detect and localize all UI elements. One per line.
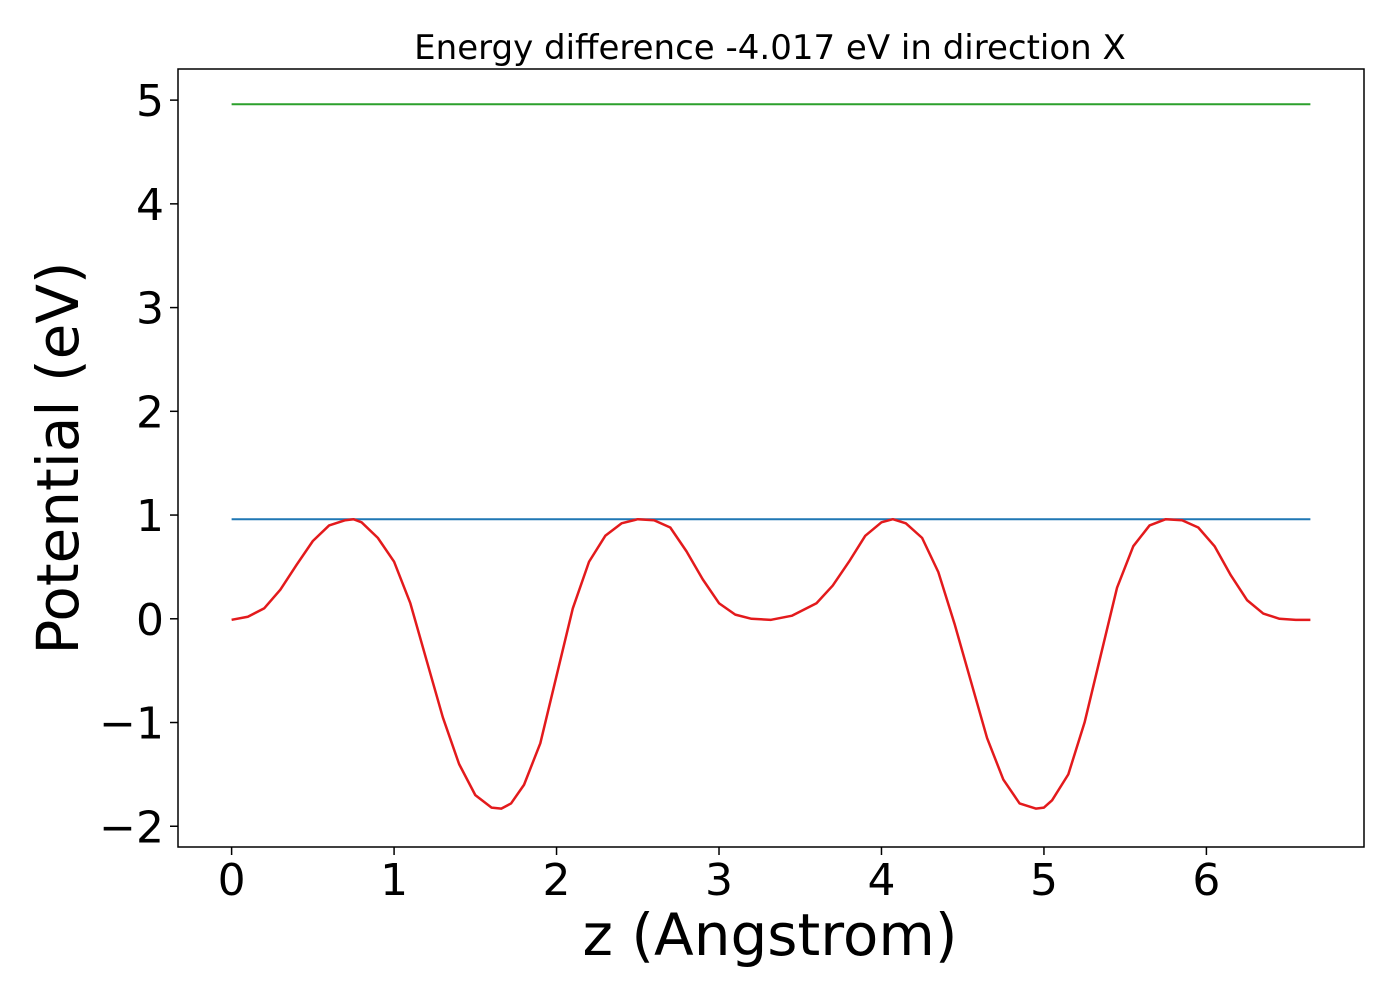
series-line-3: [231, 517, 1311, 810]
y-tick-label: −2: [99, 802, 164, 853]
x-tick-label: 0: [218, 855, 246, 906]
x-tick-label: 3: [705, 855, 733, 906]
y-tick-label: 4: [136, 180, 164, 231]
y-axis: −2 −1 0 1 2 3 4 5: [99, 76, 178, 853]
x-tick-label: 4: [867, 855, 895, 906]
x-tick-label: 1: [380, 855, 408, 906]
x-axis: 0 1 2 3 4 5 6: [218, 847, 1220, 906]
x-tick-label: 2: [543, 855, 571, 906]
y-tick-label: 3: [136, 284, 164, 335]
y-tick-label: −1: [99, 699, 164, 750]
x-axis-label: z (Angstrom): [583, 901, 958, 969]
x-tick-label: 6: [1192, 855, 1220, 906]
x-tick-label: 5: [1030, 855, 1058, 906]
y-tick-label: 5: [136, 76, 164, 127]
y-tick-label: 2: [136, 387, 164, 438]
chart-title: Energy difference -4.017 eV in direction…: [414, 28, 1126, 68]
y-tick-label: 0: [136, 595, 164, 646]
series-layer: [231, 103, 1311, 810]
y-tick-label: 1: [136, 491, 164, 542]
plot-area: [177, 68, 1365, 848]
y-axis-label: Potential (eV): [24, 261, 92, 654]
plot-frame: [177, 68, 1365, 848]
